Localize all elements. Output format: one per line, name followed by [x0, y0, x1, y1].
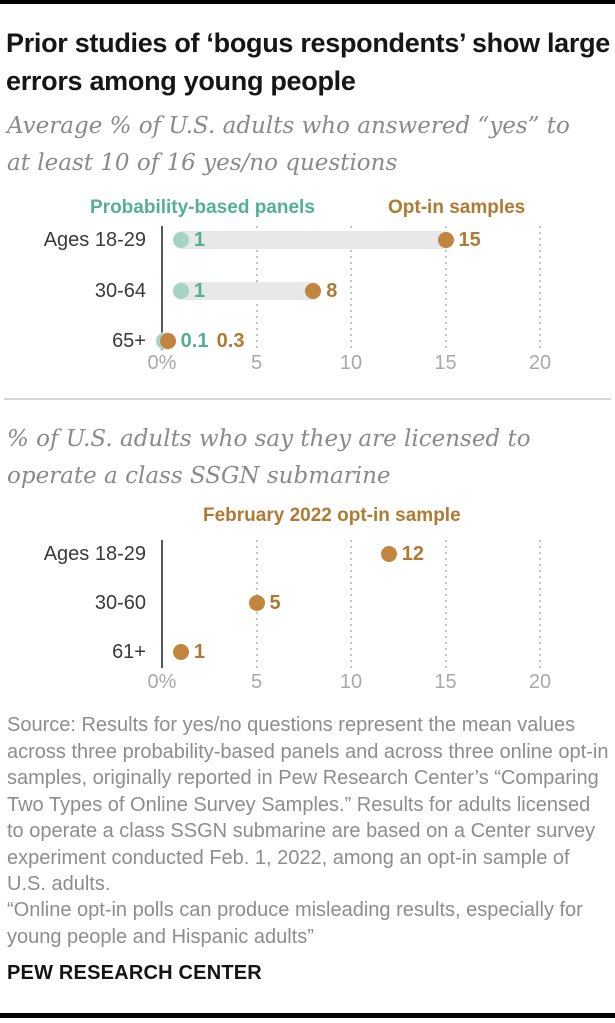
category-label: 61+ — [112, 641, 146, 663]
x-tick-label: 0% — [147, 352, 177, 374]
x-tick-label: 5 — [250, 671, 263, 693]
connector-bar — [172, 281, 322, 300]
value-label: 1 — [193, 229, 206, 251]
data-dot — [437, 232, 454, 248]
x-tick-label: 0% — [147, 671, 177, 693]
brand-name: PEW RESEARCH CENTER — [7, 962, 262, 984]
data-dot — [172, 232, 189, 248]
data-dot — [248, 595, 265, 611]
value-label: 12 — [401, 543, 425, 565]
top-rule — [0, 0, 615, 4]
section-divider — [4, 398, 611, 400]
value-label: 1 — [193, 641, 206, 663]
connector-bar — [172, 231, 454, 249]
axis-zero-line — [161, 226, 163, 350]
x-tick-label: 15 — [434, 352, 457, 374]
category-label: Ages 18-29 — [43, 543, 146, 565]
data-dot — [172, 282, 189, 299]
value-label: 1 — [193, 279, 206, 302]
legend-feb-2022-opt-in: February 2022 opt-in sample — [203, 505, 461, 526]
gridline-10 — [350, 226, 352, 350]
value-label: 5 — [269, 592, 281, 614]
value-label: 15 — [458, 229, 481, 251]
data-dot — [172, 644, 189, 660]
category-label: Ages 18-29 — [43, 229, 146, 251]
gridline-15 — [444, 540, 447, 668]
axis-zero-line — [161, 540, 163, 668]
bottom-rule — [0, 1013, 615, 1018]
gridline-20 — [539, 226, 541, 350]
gridline-10 — [350, 540, 352, 668]
data-dot — [305, 282, 322, 299]
value-label: 0.1 — [180, 330, 209, 352]
data-dot — [380, 546, 397, 562]
page-title: Prior studies of ‘bogus respondents’ sho… — [6, 28, 611, 96]
chart-2-subtitle: % of U.S. adults who say they are licens… — [7, 426, 531, 489]
category-label: 65+ — [112, 330, 146, 352]
x-tick-label: 10 — [339, 352, 363, 374]
legend-opt-in-samples: Opt-in samples — [388, 197, 526, 218]
report-quote-text: “Online opt-in polls can produce mislead… — [7, 899, 583, 948]
gridline-15 — [444, 226, 447, 350]
source-text: Source: Results for yes/no questions rep… — [7, 714, 609, 895]
value-label: 0.3 — [216, 330, 245, 352]
chart-1-subtitle: Average % of U.S. adults who answered “y… — [7, 113, 570, 176]
x-tick-label: 15 — [434, 671, 457, 693]
value-label: 8 — [326, 279, 338, 302]
legend-probability-panels: Probability-based panels — [90, 197, 315, 218]
chart-1: Probability-based panels Opt-in samples … — [0, 195, 615, 395]
x-tick-label: 20 — [528, 671, 552, 693]
x-tick-label: 5 — [250, 352, 263, 374]
category-label: 30-60 — [94, 592, 146, 614]
x-tick-label: 10 — [339, 671, 363, 693]
x-tick-label: 20 — [528, 352, 552, 374]
data-dot — [159, 333, 176, 349]
gridline-20 — [539, 540, 541, 668]
category-label: 30-64 — [94, 279, 146, 302]
chart-2: February 2022 opt-in sample 0% 5 10 15 20 Age… — [0, 505, 615, 705]
